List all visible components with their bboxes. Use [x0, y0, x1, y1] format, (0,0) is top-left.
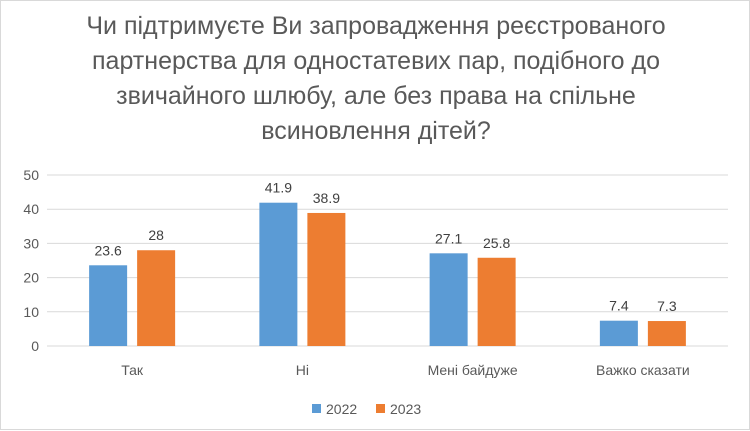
- bar-2022-1: [259, 202, 298, 346]
- x-tick-label-0: Так: [121, 362, 144, 378]
- y-tick-label-50: 50: [23, 167, 39, 183]
- data-label-2022-0: 23.6: [95, 242, 122, 258]
- legend-layer: 2022 2023: [312, 401, 421, 417]
- x-tick-label-1: Ні: [296, 362, 309, 378]
- data-label-2023-3: 7.3: [657, 298, 677, 314]
- bar-2023-2: [477, 257, 516, 346]
- labels-layer: 23.6 28 41.9 38.9 27.1 25.8 7.4 7.3: [95, 180, 677, 314]
- data-label-2023-0: 28: [148, 227, 164, 243]
- bar-2023-0: [137, 250, 176, 346]
- bar-2022-3: [599, 320, 638, 346]
- legend-label-2023: 2023: [390, 401, 421, 417]
- y-tick-label-30: 30: [23, 235, 39, 251]
- bar-2022-0: [89, 265, 128, 346]
- x-tick-label-2: Мені байдуже: [428, 362, 518, 378]
- data-label-2022-2: 27.1: [435, 230, 462, 246]
- y-tick-label-20: 20: [23, 270, 39, 286]
- bar-2023-3: [647, 321, 686, 346]
- legend-swatch-2023: [376, 404, 385, 413]
- bar-2023-1: [307, 212, 346, 346]
- x-tick-label-3: Важко сказати: [596, 362, 690, 378]
- y-tick-label-40: 40: [23, 201, 39, 217]
- bars-layer: [89, 202, 686, 346]
- data-label-2023-1: 38.9: [313, 190, 340, 206]
- legend-label-2022: 2022: [326, 401, 357, 417]
- axis-layer: 0 10 20 30 40 50 Так Ні Мені байдуже Важко сказат…: [23, 167, 728, 378]
- bar-2022-2: [429, 253, 468, 346]
- chart-title: Чи підтримуєте Ви запровадження реєстров…: [86, 12, 666, 145]
- data-label-2022-1: 41.9: [265, 180, 292, 196]
- data-label-2022-3: 7.4: [609, 298, 629, 314]
- y-tick-label-10: 10: [23, 304, 39, 320]
- legend-swatch-2022: [312, 404, 321, 413]
- y-tick-label-0: 0: [31, 338, 39, 354]
- data-label-2023-2: 25.8: [483, 235, 510, 251]
